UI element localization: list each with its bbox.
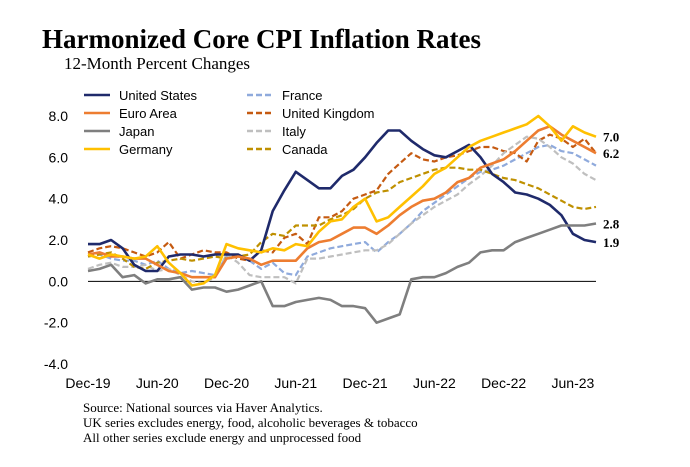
- end-label: 7.0: [603, 130, 619, 145]
- legend: United States Euro Area Japan Germany France…: [84, 88, 375, 157]
- x-tick-label: Dec-19: [65, 375, 110, 391]
- series-line-euro-area: [87, 125, 597, 279]
- y-tick-label: 8.0: [49, 108, 69, 124]
- legend-label-euro-area: Euro Area: [119, 106, 178, 121]
- series-lines: [87, 114, 597, 325]
- series-line-canada: [87, 166, 597, 270]
- y-tick-label: 4.0: [49, 191, 69, 207]
- series-line-united-states: [88, 129, 597, 273]
- x-tick-label: Dec-21: [343, 375, 388, 391]
- series-line-japan: [87, 222, 597, 325]
- y-tick-label: 6.0: [49, 149, 69, 165]
- chart-subtitle: 12-Month Percent Changes: [64, 54, 250, 73]
- y-tick-label: 2.0: [49, 232, 69, 248]
- end-label: 2.8: [603, 216, 620, 231]
- legend-label-united-states: United States: [119, 88, 198, 103]
- uk-note: UK series excludes energy, food, alcohol…: [83, 415, 418, 430]
- legend-label-canada: Canada: [282, 142, 328, 157]
- x-tick-label: Jun-22: [413, 375, 456, 391]
- legend-label-japan: Japan: [119, 124, 154, 139]
- end-label: 1.9: [603, 235, 620, 250]
- end-value-labels: 7.06.2 2.8 1.9: [603, 130, 620, 250]
- series-line-italy: [87, 135, 597, 285]
- series-line-france: [87, 143, 597, 277]
- other-series-note: All other series exclude energy and unpr…: [83, 430, 362, 445]
- y-tick-label: 0.0: [49, 273, 69, 289]
- x-tick-label: Jun-23: [552, 375, 595, 391]
- legend-label-germany: Germany: [119, 142, 173, 157]
- chart-title: Harmonized Core CPI Inflation Rates: [42, 24, 481, 54]
- source-note: Source: National sources via Haver Analy…: [83, 400, 323, 415]
- legend-label-france: France: [282, 88, 322, 103]
- x-tick-label: Dec-22: [481, 375, 526, 391]
- y-tick-label: -4.0: [44, 356, 68, 372]
- x-tick-label: Dec-20: [204, 375, 249, 391]
- x-tick-label: Jun-21: [274, 375, 317, 391]
- y-tick-label: -2.0: [44, 315, 68, 331]
- end-label: 6.2: [603, 146, 619, 161]
- x-axis-ticks: Dec-19 Jun-20 Dec-20 Jun-21 Dec-21 Jun-22 Dec-…: [65, 375, 594, 391]
- series-line-germany: [87, 114, 597, 287]
- y-axis-ticks: 8.0 6.0 4.0 2.0 0.0 -2.0 -4.0: [44, 108, 68, 372]
- legend-label-united-kingdom: United Kingdom: [282, 106, 375, 121]
- legend-label-italy: Italy: [282, 124, 306, 139]
- x-tick-label: Jun-20: [136, 375, 179, 391]
